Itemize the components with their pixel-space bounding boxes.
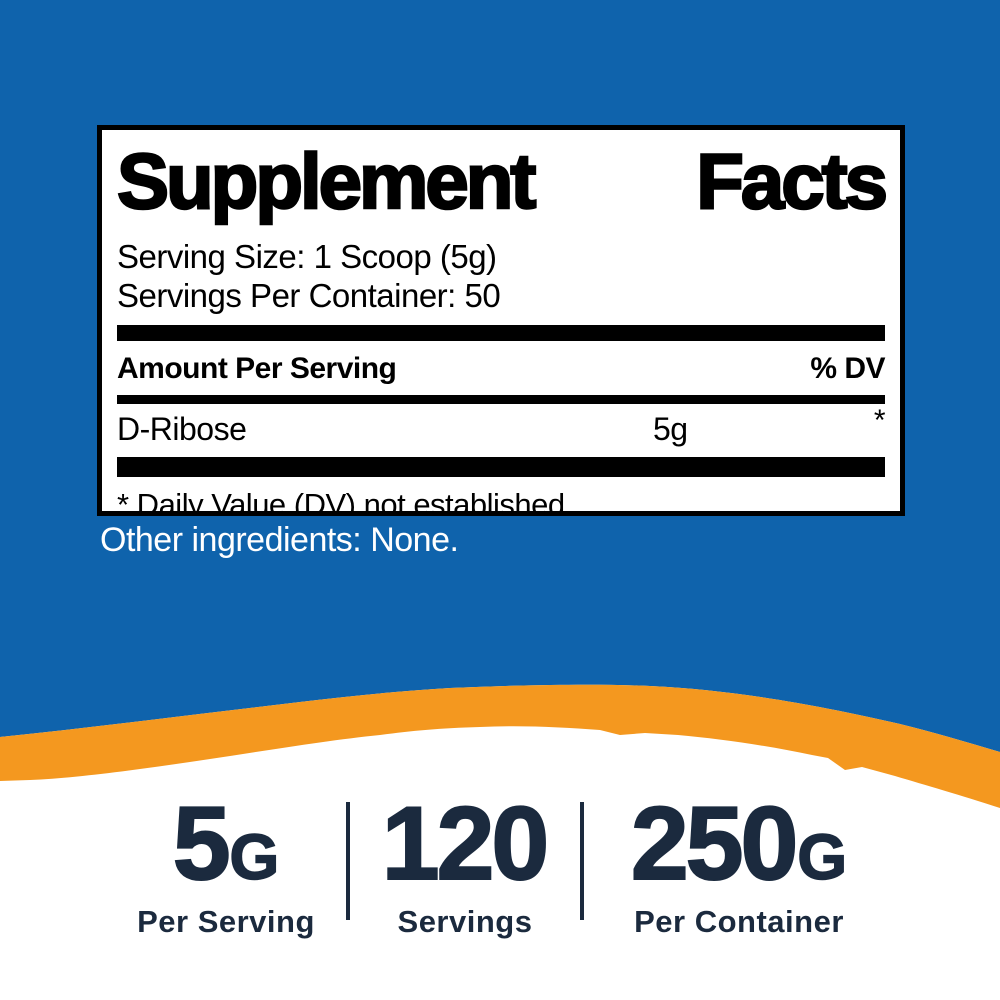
serving-size-text: Serving Size: 1 Scoop (5g): [117, 238, 497, 276]
stat-value-row: 5 G: [172, 786, 280, 902]
servings-per-container-text: Servings Per Container: 50: [117, 277, 501, 315]
stat-label: Per Serving: [137, 904, 315, 939]
thick-divider-bar-top: [117, 325, 885, 342]
stat-value-row: 250 G: [630, 786, 848, 902]
stat-label: Per Container: [634, 904, 844, 939]
stat-divider-left: [346, 802, 350, 920]
panel-title-word-1: Supplement: [116, 136, 538, 227]
ingredient-amount: 5g: [653, 411, 688, 448]
stat-value: 5: [172, 786, 232, 902]
stat-divider-right: [580, 802, 584, 920]
stat-servings: 120 Servings: [350, 786, 580, 940]
stat-label: Servings: [397, 904, 533, 939]
stat-value: 120: [381, 786, 551, 902]
stat-per-container: 250 G Per Container: [584, 786, 894, 940]
stat-unit: G: [797, 821, 848, 893]
panel-title: Supplement Facts: [116, 134, 889, 229]
amount-per-serving-header: Amount Per Serving: [117, 352, 397, 386]
column-header-row: Amount Per Serving % DV: [117, 341, 885, 395]
thin-divider-bar: [117, 395, 885, 405]
stat-value-row: 120: [381, 786, 551, 902]
orange-swoosh-graphic: [0, 640, 1000, 808]
stat-value: 250: [630, 786, 800, 902]
footnote-text: * Daily Value (DV) not established.: [117, 487, 573, 516]
panel-title-word-2: Facts: [695, 136, 889, 227]
stats-row: 5 G Per Serving 120 Servings 250 G Per C…: [0, 786, 1000, 940]
ingredient-dv: *: [873, 404, 886, 438]
stat-per-serving: 5 G Per Serving: [106, 786, 346, 940]
ingredient-row: D-Ribose 5g *: [117, 404, 886, 457]
supplement-facts-panel: Supplement Facts Serving Size: 1 Scoop (…: [97, 125, 905, 516]
other-ingredients-text: Other ingredients: None.: [100, 521, 459, 559]
dv-header: % DV: [810, 352, 885, 386]
thick-divider-bar-bottom: [117, 457, 885, 478]
stat-unit: G: [229, 821, 280, 893]
ingredient-name: D-Ribose: [117, 411, 247, 448]
